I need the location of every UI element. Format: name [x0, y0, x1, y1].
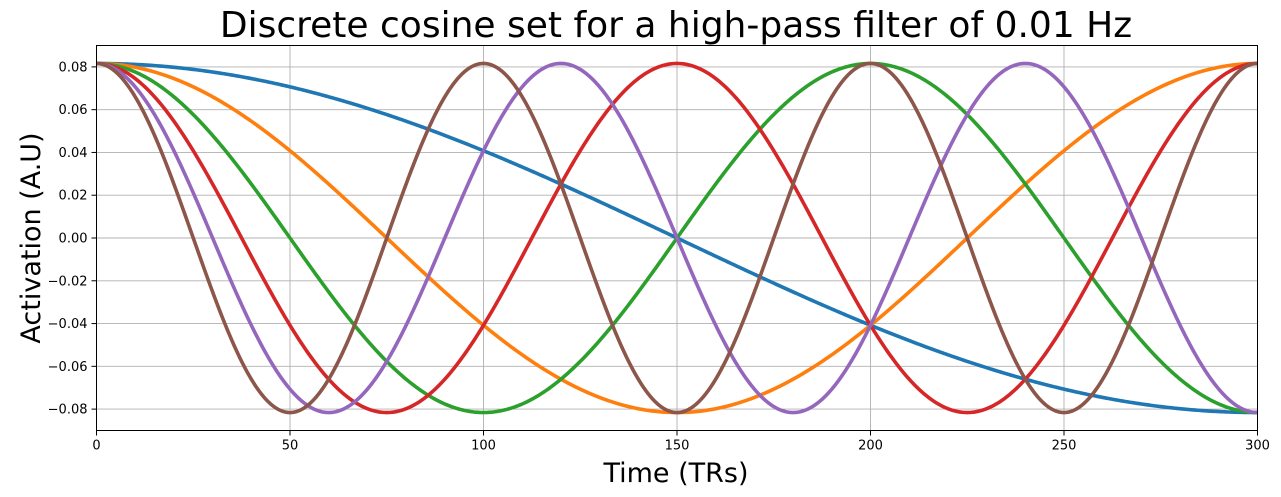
- y-tick-label: −0.08: [48, 403, 88, 418]
- x-tick-label: 300: [1245, 439, 1270, 454]
- y-tick-label: 0.04: [59, 146, 88, 161]
- x-tick-label: 0: [92, 439, 100, 454]
- x-tick-label: 100: [471, 439, 496, 454]
- ticks: 0 50 100 150 200 250 300 0.08 0.06 0.04 0.02 0.00 −0…: [48, 60, 1270, 453]
- y-tick-label: −0.04: [48, 317, 88, 332]
- y-tick-label: 0.06: [59, 103, 88, 118]
- series-group: [96, 61, 1258, 415]
- series-line-k6: [96, 61, 1258, 415]
- x-axis-label: Time (TRs): [602, 458, 748, 489]
- chart-title: Discrete cosine set for a high-pass filt…: [220, 5, 1132, 46]
- y-tick-label: 0.08: [59, 60, 88, 75]
- y-tick-label: −0.06: [48, 360, 88, 375]
- y-tick-label: 0.02: [59, 189, 88, 204]
- series-line-k4: [96, 61, 1258, 415]
- y-tick-label: −0.02: [48, 274, 88, 289]
- y-axis-label: Activation (A.U): [16, 132, 47, 343]
- x-tick-label: 200: [858, 439, 883, 454]
- series-line-k5: [96, 61, 1258, 415]
- y-tick-label: 0.00: [59, 232, 88, 247]
- x-tick-label: 250: [1052, 439, 1077, 454]
- x-tick-label: 150: [665, 439, 690, 454]
- x-tick-label: 50: [282, 439, 299, 454]
